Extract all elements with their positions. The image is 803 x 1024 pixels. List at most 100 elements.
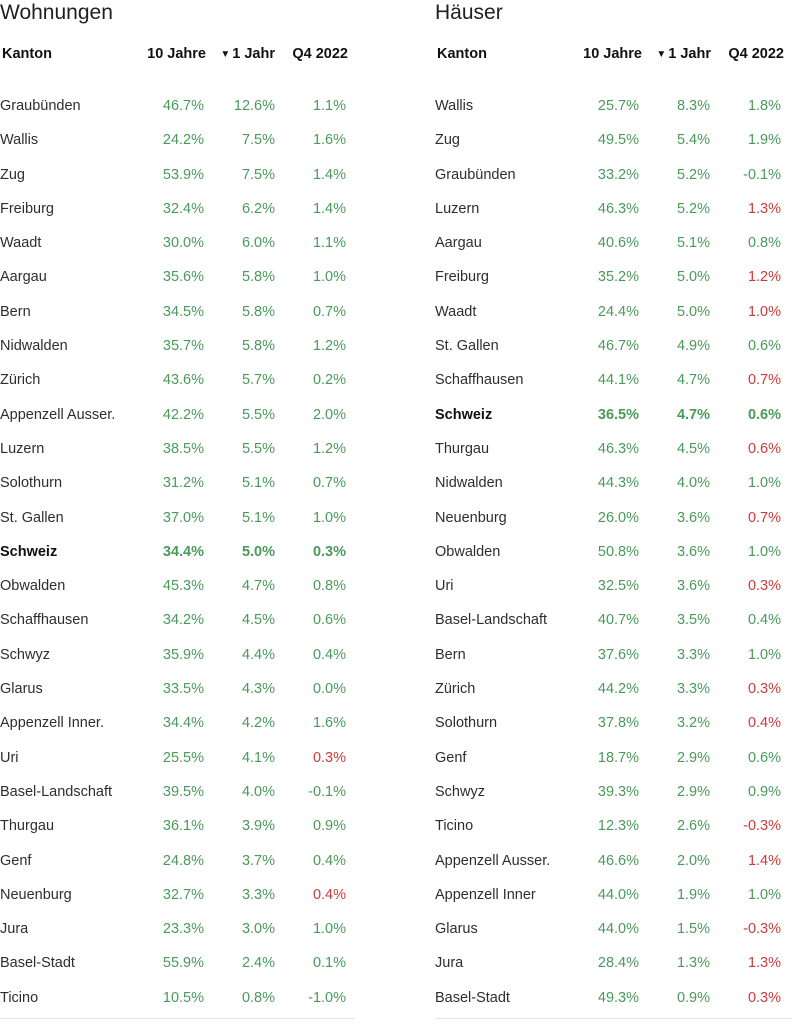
table-row[interactable]: Glarus 33.5% 4.3% 0.0% [0,674,355,708]
ten-years-cell: 26.0% [597,509,639,526]
kanton-cell: Ticino [435,818,474,835]
kanton-cell: Luzern [435,200,480,217]
table-row[interactable]: Aargau 35.6% 5.8% 1.0% [0,262,355,296]
header-ten-years[interactable]: 10 Jahre [147,46,206,62]
table-row[interactable]: Thurgau 46.3% 4.5% 0.6% [435,434,791,468]
table-row[interactable]: Thurgau 36.1% 3.9% 0.9% [0,811,355,845]
q4-cell: 0.4% [312,852,346,869]
table-row[interactable]: Appenzell Inner. 34.4% 4.2% 1.6% [0,708,355,742]
ten-years-cell: 46.6% [597,852,639,869]
table-row[interactable]: Schweiz 34.4% 5.0% 0.3% [0,537,355,571]
kanton-cell: Thurgau [435,440,490,457]
table-row[interactable]: Neuenburg 32.7% 3.3% 0.4% [0,880,355,914]
one-year-cell: 5.2% [676,200,710,217]
header-q4[interactable]: Q4 2022 [292,46,348,62]
table-row[interactable]: Nidwalden 44.3% 4.0% 1.0% [435,468,791,502]
table-row[interactable]: Zug 49.5% 5.4% 1.9% [435,125,791,159]
table-row[interactable]: Freiburg 32.4% 6.2% 1.4% [0,194,355,228]
table-row[interactable]: Zürich 44.2% 3.3% 0.3% [435,674,791,708]
header-one-year[interactable]: ▼ 1 Jahr [220,46,275,62]
kanton-cell: Appenzell Ausser. [0,406,116,423]
header-q4[interactable]: Q4 2022 [728,46,784,62]
q4-cell: 0.4% [747,612,781,629]
q4-cell: 0.6% [747,406,781,423]
q4-cell: 1.9% [747,132,781,149]
table-row[interactable]: Appenzell Ausser. 46.6% 2.0% 1.4% [435,846,791,880]
one-year-cell: 4.0% [241,783,275,800]
kanton-cell: Schaffhausen [435,372,524,389]
table-row[interactable]: Jura 28.4% 1.3% 1.3% [435,948,791,982]
table-row[interactable]: Nidwalden 35.7% 5.8% 1.2% [0,331,355,365]
ten-years-cell: 53.9% [162,166,204,183]
table-row[interactable]: Obwalden 45.3% 4.7% 0.8% [0,571,355,605]
table-row[interactable]: Bern 34.5% 5.8% 0.7% [0,297,355,331]
one-year-cell: 5.0% [241,543,275,560]
table-row[interactable]: Basel-Landschaft 40.7% 3.5% 0.4% [435,605,791,639]
table-row[interactable]: Luzern 46.3% 5.2% 1.3% [435,194,791,228]
table-row[interactable]: Freiburg 35.2% 5.0% 1.2% [435,262,791,296]
table-row[interactable]: Schwyz 39.3% 2.9% 0.9% [435,777,791,811]
table-row[interactable]: Basel-Stadt 49.3% 0.9% 0.3% [435,983,791,1017]
q4-cell: 0.7% [312,475,346,492]
kanton-cell: Glarus [435,921,478,938]
table-row[interactable]: Uri 32.5% 3.6% 0.3% [435,571,791,605]
kanton-cell: Nidwalden [0,338,68,355]
table-row[interactable]: Neuenburg 26.0% 3.6% 0.7% [435,503,791,537]
header-one-year[interactable]: ▼ 1 Jahr [656,46,711,62]
header-kanton[interactable]: Kanton [437,46,487,62]
ten-years-cell: 46.7% [597,338,639,355]
table-row[interactable]: Graubünden 33.2% 5.2% -0.1% [435,160,791,194]
q4-cell: 1.2% [312,338,346,355]
header-ten-years[interactable]: 10 Jahre [583,46,642,62]
sort-desc-icon: ▼ [220,49,231,60]
table-row[interactable]: Ticino 12.3% 2.6% -0.3% [435,811,791,845]
kanton-cell: Solothurn [0,475,63,492]
q4-cell: 0.9% [747,783,781,800]
table-row[interactable]: Aargau 40.6% 5.1% 0.8% [435,228,791,262]
q4-cell: 0.6% [312,612,346,629]
table-row[interactable]: Genf 18.7% 2.9% 0.6% [435,743,791,777]
one-year-cell: 2.9% [676,783,710,800]
table-row[interactable]: Waadt 30.0% 6.0% 1.1% [0,228,355,262]
table-row[interactable]: Appenzell Inner 44.0% 1.9% 1.0% [435,880,791,914]
table-row[interactable]: Appenzell Ausser. 42.2% 5.5% 2.0% [0,400,355,434]
q4-cell: 0.4% [312,646,346,663]
ten-years-cell: 32.4% [162,200,204,217]
table-row[interactable]: Genf 24.8% 3.7% 0.4% [0,846,355,880]
kanton-cell: Genf [435,749,467,766]
ten-years-cell: 42.2% [162,406,204,423]
table-row[interactable]: Zürich 43.6% 5.7% 0.2% [0,365,355,399]
table-row[interactable]: Wallis 24.2% 7.5% 1.6% [0,125,355,159]
table-row[interactable]: Wallis 25.7% 8.3% 1.8% [435,91,791,125]
table-row[interactable]: Luzern 38.5% 5.5% 1.2% [0,434,355,468]
table-row[interactable]: Uri 25.5% 4.1% 0.3% [0,743,355,777]
table-row[interactable]: Solothurn 31.2% 5.1% 0.7% [0,468,355,502]
table-row[interactable]: Schaffhausen 44.1% 4.7% 0.7% [435,365,791,399]
table-row[interactable]: Schweiz 36.5% 4.7% 0.6% [435,400,791,434]
table-row[interactable]: St. Gallen 46.7% 4.9% 0.6% [435,331,791,365]
q4-cell: 1.0% [312,921,346,938]
table-row[interactable]: Obwalden 50.8% 3.6% 1.0% [435,537,791,571]
table-row[interactable]: Bern 37.6% 3.3% 1.0% [435,640,791,674]
one-year-cell: 4.9% [676,338,710,355]
table-row[interactable]: Zug 53.9% 7.5% 1.4% [0,160,355,194]
ten-years-cell: 44.0% [597,921,639,938]
kanton-cell: Appenzell Inner [435,886,536,903]
kanton-cell: Zug [0,166,25,183]
table-row[interactable]: Glarus 44.0% 1.5% -0.3% [435,914,791,948]
ten-years-cell: 34.2% [162,612,204,629]
table-row[interactable]: Waadt 24.4% 5.0% 1.0% [435,297,791,331]
table-row[interactable]: St. Gallen 37.0% 5.1% 1.0% [0,503,355,537]
table-row[interactable]: Schaffhausen 34.2% 4.5% 0.6% [0,605,355,639]
table-row[interactable]: Schwyz 35.9% 4.4% 0.4% [0,640,355,674]
table-row[interactable]: Graubünden 46.7% 12.6% 1.1% [0,91,355,125]
table-row[interactable]: Jura 23.3% 3.0% 1.0% [0,914,355,948]
table-row[interactable]: Ticino 10.5% 0.8% -1.0% [0,983,355,1017]
header-kanton[interactable]: Kanton [2,46,52,62]
table-row[interactable]: Basel-Landschaft 39.5% 4.0% -0.1% [0,777,355,811]
table-row[interactable]: Basel-Stadt 55.9% 2.4% 0.1% [0,948,355,982]
kanton-cell: Ticino [0,989,39,1006]
one-year-cell: 5.0% [676,303,710,320]
haeuser-header-row: Kanton 10 Jahre ▼ 1 Jahr Q4 2022 [435,46,791,66]
table-row[interactable]: Solothurn 37.8% 3.2% 0.4% [435,708,791,742]
